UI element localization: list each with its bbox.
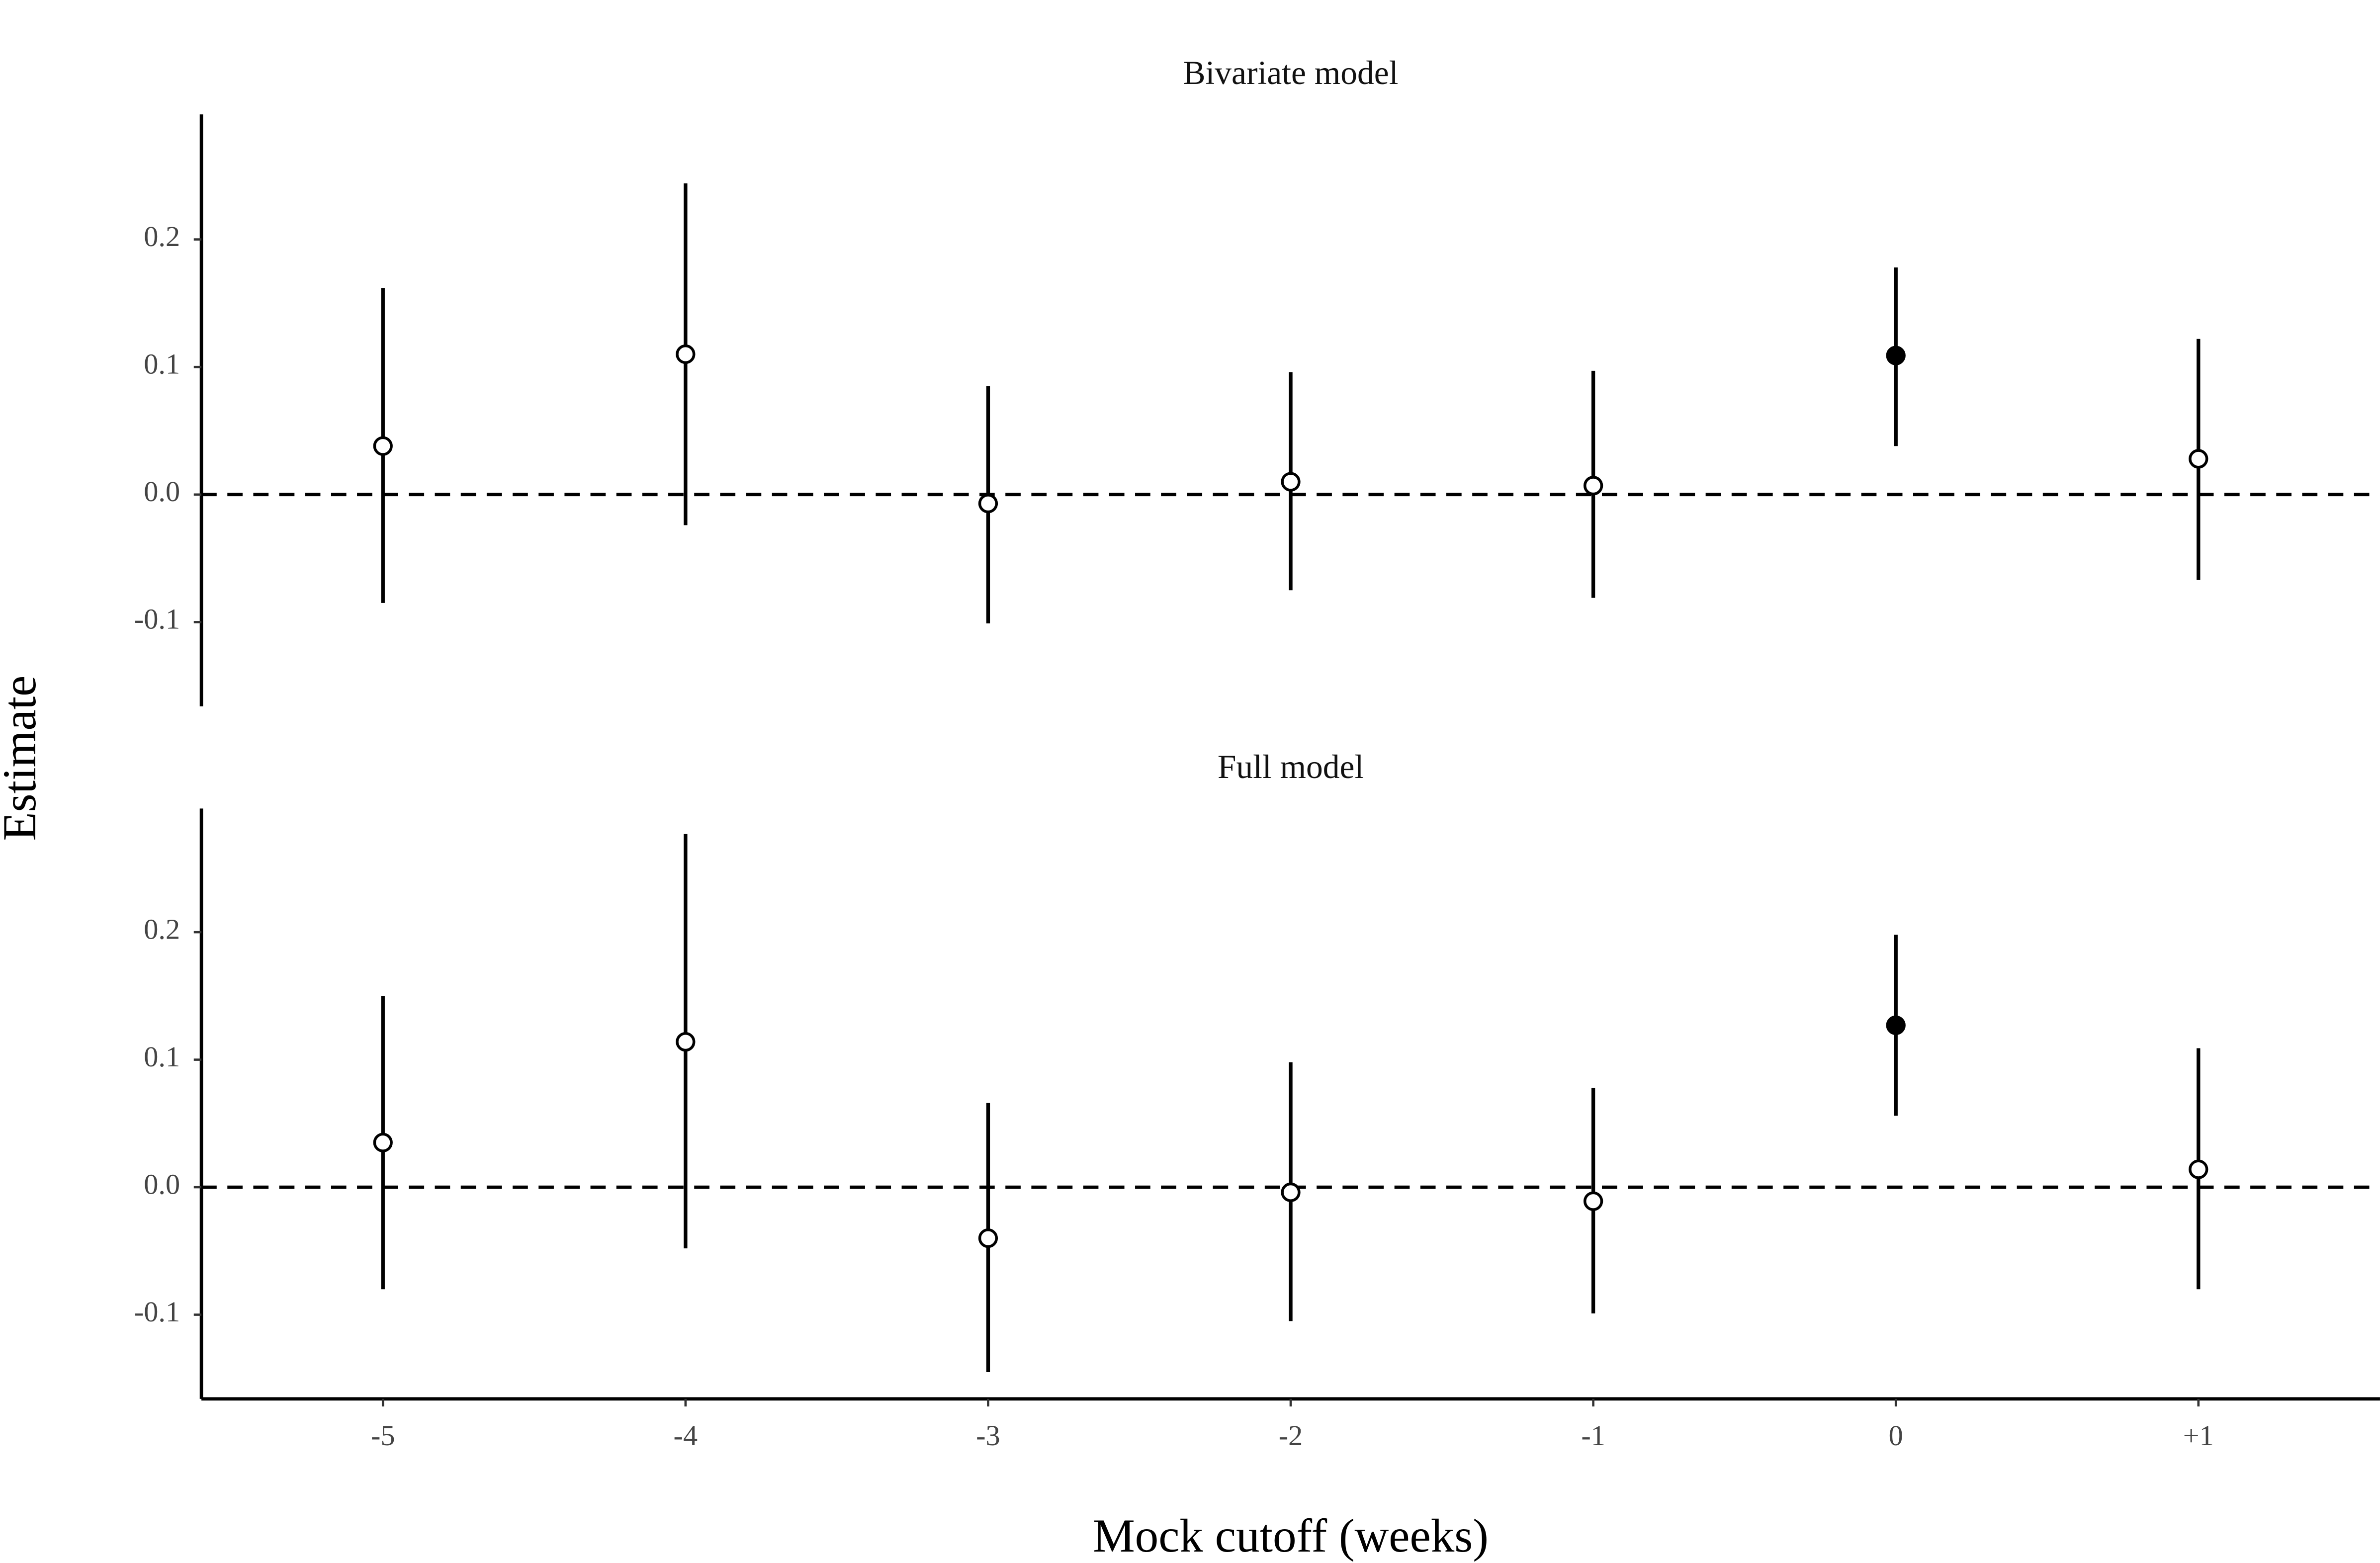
y-tick-label: 0.0: [144, 475, 180, 508]
y-tick-label: 0.0: [144, 1168, 180, 1200]
x-axis-title: Mock cutoff (weeks): [1093, 1509, 1489, 1562]
y-tick-label: -0.1: [134, 1296, 180, 1328]
x-tick-label: -5: [371, 1419, 395, 1452]
point: [978, 494, 998, 514]
panel-title: Full model: [1218, 748, 1364, 785]
y-tick-label: -0.1: [134, 603, 180, 635]
point: [978, 1228, 998, 1248]
y-tick-label: 0.2: [144, 220, 180, 253]
y-tick-label: 0.1: [144, 348, 180, 380]
y-tick-label: 0.1: [144, 1041, 180, 1073]
x-tick-label: -1: [1581, 1419, 1605, 1452]
x-tick-label: 0: [1889, 1419, 1903, 1452]
x-tick-label: +1: [2183, 1419, 2214, 1452]
y-tick-label: 0.2: [144, 913, 180, 945]
point: [1281, 472, 1301, 492]
point: [1281, 1182, 1301, 1202]
x-tick-label: -4: [674, 1419, 698, 1452]
point: [1583, 476, 1603, 496]
point: [2189, 449, 2208, 469]
point: [1583, 1191, 1603, 1211]
point: [373, 436, 393, 456]
point: [1886, 1015, 1906, 1035]
x-tick-label: -3: [976, 1419, 1000, 1452]
point: [1886, 346, 1906, 365]
point: [373, 1132, 393, 1152]
x-tick-label: -2: [1279, 1419, 1303, 1452]
point: [676, 1032, 696, 1052]
panel-title: Bivariate model: [1183, 54, 1399, 91]
point: [676, 344, 696, 364]
point: [2189, 1159, 2208, 1179]
y-axis-title: Estimate: [0, 676, 46, 841]
